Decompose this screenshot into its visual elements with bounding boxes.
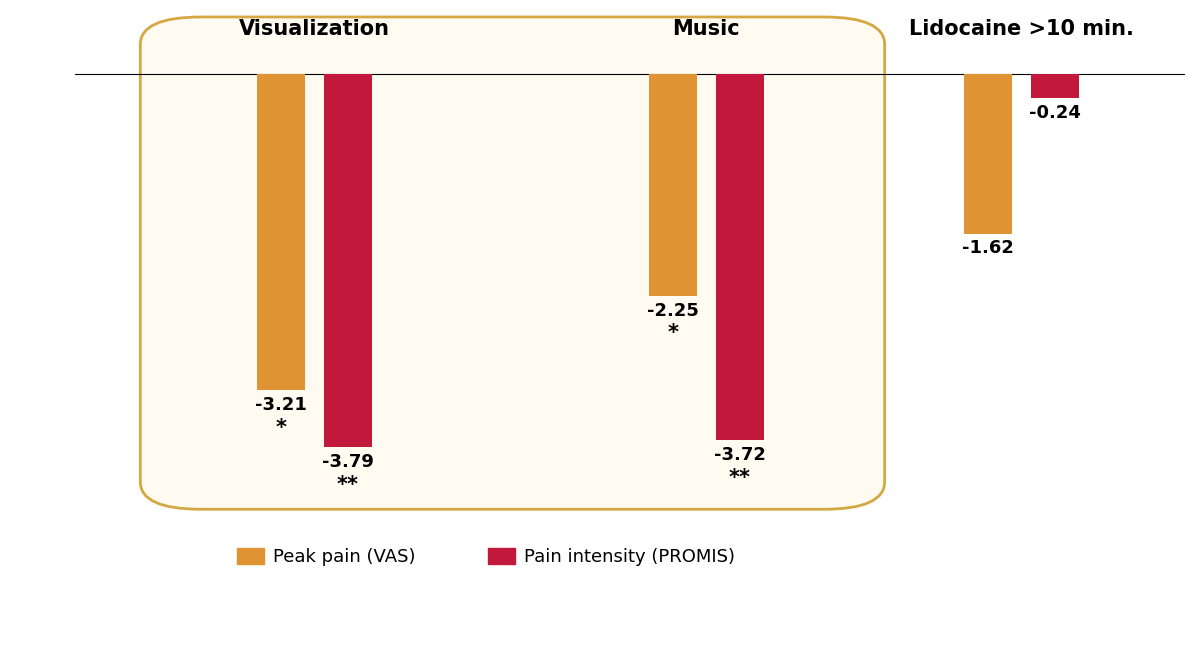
- Text: *: *: [275, 418, 287, 438]
- Text: **: **: [728, 468, 751, 488]
- Text: **: **: [337, 475, 359, 495]
- Bar: [649, 74, 697, 296]
- Bar: [965, 74, 1012, 233]
- Text: -1.62: -1.62: [962, 239, 1014, 258]
- Text: Music: Music: [672, 19, 740, 39]
- Text: -3.79: -3.79: [322, 453, 374, 471]
- Legend: Peak pain (VAS), Pain intensity (PROMIS): Peak pain (VAS), Pain intensity (PROMIS): [229, 541, 742, 574]
- Text: *: *: [667, 323, 678, 343]
- Bar: [324, 74, 372, 447]
- Text: Visualization: Visualization: [239, 19, 390, 39]
- Text: Lidocaine >10 min.: Lidocaine >10 min.: [910, 19, 1134, 39]
- Bar: [1031, 74, 1079, 97]
- Bar: [257, 74, 305, 390]
- Text: -2.25: -2.25: [647, 301, 698, 320]
- Text: -3.72: -3.72: [714, 446, 766, 464]
- Text: -3.21: -3.21: [254, 396, 307, 414]
- Bar: [715, 74, 763, 440]
- FancyBboxPatch shape: [140, 17, 884, 509]
- Text: -0.24: -0.24: [1030, 103, 1081, 122]
